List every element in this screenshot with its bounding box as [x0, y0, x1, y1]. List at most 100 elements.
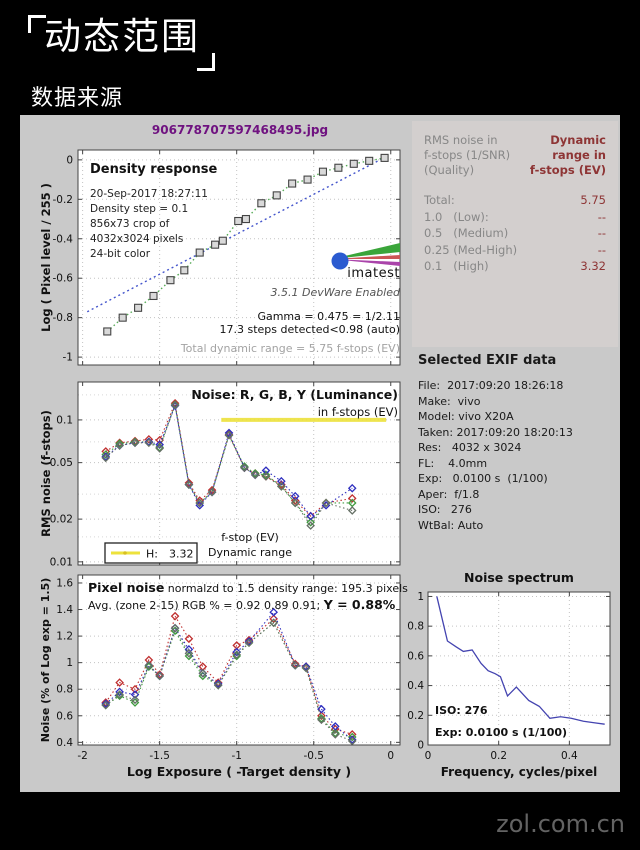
page-subtitle: 数据来源 [31, 86, 124, 111]
density-square-marker [318, 167, 328, 176]
data-point-marker [144, 438, 154, 448]
legend-value: 3.32 [169, 548, 194, 561]
data-point-marker [101, 452, 111, 462]
y-tick-label: 0.4 [56, 737, 73, 749]
data-point-marker [130, 684, 140, 694]
data-point-marker [184, 649, 194, 658]
y-tick-label: 0.4 [407, 680, 424, 692]
data-point-marker [269, 607, 278, 617]
data-point-marker [240, 462, 249, 471]
exif-line: WtBal: Auto [418, 518, 484, 532]
total-dr-line: Total dynamic range = 5.75 f-stops (EV) [180, 342, 400, 355]
imatest-report-image: 906778707597468495.jpg 0 -0.2 -0.4 -0.6 -0.8… [20, 115, 620, 792]
data-point-marker [301, 662, 311, 671]
data-point-marker [347, 494, 357, 503]
data-point-marker [330, 728, 340, 738]
data-point-marker [195, 498, 205, 508]
y-tick-label: 1 [66, 657, 73, 669]
x-tick-label: -1.5 [149, 750, 170, 762]
data-point-marker [290, 659, 300, 669]
y-tick-label: 0.8 [407, 621, 424, 633]
density-square-marker [195, 248, 204, 257]
imatest-logo-icon: imatest [331, 243, 400, 281]
rms-table-row: 0.25 (Med-High) -- [424, 242, 606, 259]
data-point-marker [207, 485, 217, 495]
rms-table-row: Total: 5.75 [424, 192, 606, 209]
data-point-marker [115, 691, 124, 701]
y-tick-label: 0 [66, 154, 73, 166]
center-label: f-stop (EV) [221, 531, 279, 544]
rms-table-header-left: RMS noise in f-stops (1/SNR) (Quality) [424, 133, 511, 177]
chart-title: Pixel noise normalzd to 1.5 density rang… [88, 580, 408, 595]
data-point-marker [317, 714, 326, 723]
data-point-marker [306, 521, 315, 530]
y-tick-label: -0.8 [53, 312, 74, 324]
data-point-marker [101, 450, 111, 459]
rms-row-label: 0.1 (High) [424, 259, 489, 273]
rms-row-label: 0.5 (Medium) [424, 226, 509, 240]
rms-row-value: -- [597, 209, 606, 224]
x-tick-label: 0 [425, 750, 432, 762]
noise-spectrum-chart: 0 0.2 0.4 0.6 0.8 1 0 0.2 0.4 Noise spectrum Frequ… [407, 570, 611, 779]
density-square-marker [211, 240, 220, 249]
gamma-line: Gamma = 0.475 = 1/2.11 [257, 310, 400, 323]
x-axis-label: Frequency, cycles/pixel [441, 765, 598, 779]
exif-line: Model: vivo X20A [418, 410, 514, 423]
y-tick-label: 0 [417, 740, 424, 752]
title-bracket-open-icon [28, 15, 46, 33]
data-point-marker [261, 466, 271, 475]
data-point-marker [144, 660, 154, 670]
data-point-marker [347, 483, 357, 493]
y-tick-label: 0.6 [56, 710, 73, 722]
data-point-marker [213, 680, 223, 690]
exif-line: ISO: 276 [418, 503, 472, 516]
exif-line: Aper: f/1.8 [418, 487, 480, 501]
data-point-marker [115, 441, 124, 450]
data-point-marker [232, 647, 242, 657]
info-line: 856x73 crop of [90, 218, 170, 230]
rms-table-row: 0.5 (Medium) -- [424, 225, 606, 242]
y-axis-label: Noise (% of Log exp = 1.5) [39, 578, 52, 743]
data-point-marker [101, 698, 111, 707]
watermark: zol.com.cn [496, 810, 625, 838]
data-point-marker [347, 736, 357, 746]
rms-row-value: 5.75 [580, 193, 606, 207]
rms-row-label: 1.0 (Low): [424, 209, 489, 224]
exif-line: FL: 4.0mm [418, 456, 488, 470]
data-point-marker [115, 687, 124, 697]
exif-line: Exp: 0.0100 s (1/100) [418, 472, 548, 485]
imatest-logo-text: imatest [347, 266, 400, 281]
density-square-marker [257, 199, 266, 208]
data-point-marker [115, 439, 124, 449]
chart-title: Density response [90, 162, 217, 177]
data-point-marker [207, 487, 217, 497]
rms-row-value: -- [597, 242, 606, 257]
data-point-marker [115, 690, 124, 699]
y-tick-label: 1.6 [56, 577, 73, 589]
chart-subtitle: in f-stops (EV) [318, 405, 398, 419]
x-tick-label: -2 [77, 750, 87, 762]
data-point-marker [347, 506, 357, 515]
data-point-marker [115, 678, 124, 687]
rms-noise-summary-table: RMS noise in f-stops (1/SNR) (Quality) D… [412, 121, 618, 347]
density-square-marker [303, 175, 312, 184]
data-point-marker [195, 496, 205, 505]
iso-line: ISO: 276 [435, 704, 488, 717]
density-square-marker [241, 214, 250, 224]
chart-title: Noise: R, G, B, Y (Luminance) [191, 387, 398, 402]
rms-table-header: RMS noise in f-stops (1/SNR) (Quality) D… [424, 133, 606, 178]
x-axis-label: Log Exposure ( -Target density ) [127, 764, 351, 779]
data-point-marker [277, 482, 286, 491]
x-tick-label: 0.2 [490, 750, 507, 762]
data-point-marker [130, 695, 140, 705]
data-point-marker [101, 699, 111, 709]
exif-title: Selected EXIF data [418, 353, 557, 368]
exif-data-panel: Selected EXIF data File: 2017:09:20 18:2… [418, 353, 618, 533]
info-line: 24-bit color [90, 248, 151, 260]
y-tick-label: 0.05 [50, 457, 73, 469]
data-point-marker [232, 650, 242, 660]
y-tick-label: 1 [417, 591, 424, 603]
data-point-marker [290, 660, 300, 670]
data-point-marker [330, 722, 340, 731]
